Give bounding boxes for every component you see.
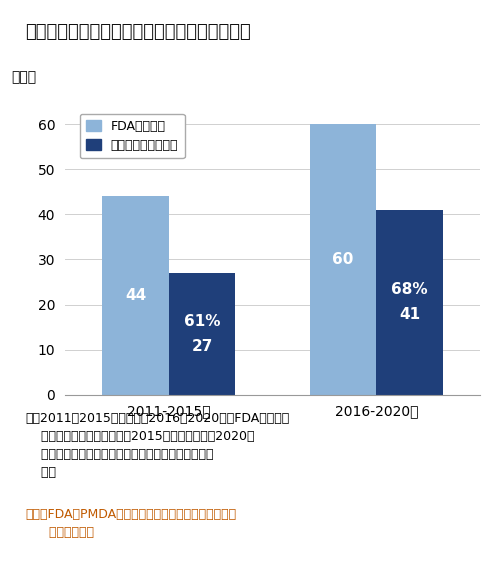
Bar [376,210,442,395]
Bar [310,124,376,395]
Text: 注：2011－2015年あるいは2016－2020年にFDAで承認さ
    れた品目のうち、それぞれ2015年末時あるいは2020年
    末時に日本で承認: 注：2011－2015年あるいは2016－2020年にFDAで承認さ れた品目の… [25,412,289,479]
Text: 図１　抗悪性腫瘍剤の未承認薬数・比率の変化: 図１ 抗悪性腫瘍剤の未承認薬数・比率の変化 [25,23,251,41]
Text: 61%: 61% [184,314,220,329]
Text: 44: 44 [125,288,146,303]
Bar [169,273,235,395]
Text: 41: 41 [399,307,420,323]
Legend: FDA承認品目, 日本期末未承認品目: FDA承認品目, 日本期末未承認品目 [80,113,184,158]
Bar [102,196,169,395]
Text: 出所：FDA、PMDAの公開情報をもとに医薬産業政策研
      究所にて作成: 出所：FDA、PMDAの公開情報をもとに医薬産業政策研 究所にて作成 [25,508,236,539]
Text: 27: 27 [192,339,212,354]
Text: 品目数: 品目数 [11,70,36,84]
Text: 60: 60 [332,252,353,267]
Text: 68%: 68% [391,282,428,297]
